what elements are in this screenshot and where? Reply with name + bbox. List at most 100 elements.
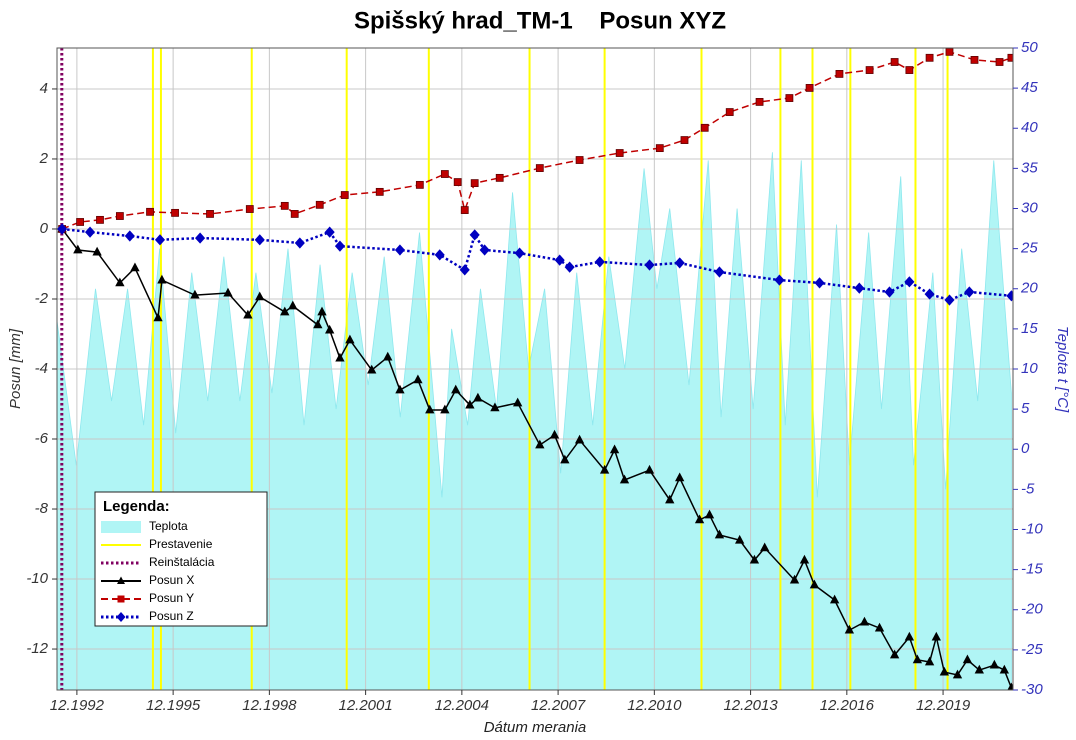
marker [315,200,324,209]
marker [153,312,163,322]
marker [970,56,979,64]
marker [254,234,265,246]
marker [479,244,490,256]
x-tick-label: 12.1995 [146,697,201,714]
legend-label: Posun X [149,573,194,587]
marker [453,178,462,186]
x-axis-label: Dátum merania [484,719,587,736]
marker [415,180,424,189]
legend-marker [117,595,125,603]
y2-tick-label: 35 [1021,159,1038,176]
marker [434,249,445,261]
marker [714,266,725,278]
y2-tick-label: 20 [1020,280,1038,297]
marker [85,226,96,238]
marker [680,136,689,144]
x-tick-label: 12.2010 [627,697,682,714]
marker [925,53,934,62]
marker [473,392,483,402]
marker [952,669,963,679]
y-tick-label: 4 [40,80,48,97]
marker [157,274,167,284]
marker [549,429,560,439]
marker [835,70,844,78]
marker [535,164,544,172]
marker [890,58,899,66]
marker [575,156,584,164]
marker [805,84,814,92]
marker [280,306,290,316]
marker [554,254,565,266]
y-tick-label: -10 [26,570,48,587]
marker [255,291,265,301]
marker [395,384,405,394]
marker [924,656,935,666]
marker [313,319,323,329]
marker [665,494,675,504]
marker [345,334,355,344]
marker [413,374,423,384]
marker [725,108,734,116]
marker [76,218,84,226]
marker [939,666,950,676]
marker [735,534,745,544]
marker [615,149,624,157]
marker [290,210,299,218]
series-line [61,51,1012,230]
marker [799,554,810,564]
y2-tick-label: 45 [1021,79,1038,96]
marker [865,66,874,74]
marker [146,207,154,216]
y-tick-label: -8 [35,500,49,517]
marker [195,232,206,244]
marker [789,574,800,584]
marker [829,594,840,604]
marker [884,286,895,298]
marker [700,123,709,132]
marker [288,300,298,310]
marker [154,234,166,246]
marker [704,509,715,519]
marker [469,229,480,241]
marker [905,66,914,74]
marker [115,212,124,220]
marker [243,309,253,319]
y2-tick-label: -30 [1021,681,1043,698]
legend-marker [116,612,126,622]
marker [962,654,973,664]
marker [644,464,655,474]
marker [809,579,820,589]
marker [513,397,523,407]
marker [760,542,770,552]
marker [609,444,620,454]
marker [999,664,1010,674]
marker [889,649,900,659]
legend-label: Prestavenie [149,537,213,551]
marker [460,206,469,214]
marker [206,210,214,218]
y2-axis-label: Teplota t [°C] [1054,326,1071,413]
marker [171,208,179,217]
marker [574,434,585,444]
legend-title: Legenda: [103,498,170,515]
marker [644,259,655,271]
marker [334,240,345,252]
marker [854,282,865,294]
marker [989,659,1000,669]
series-line [61,228,1013,689]
legend-marker [117,576,125,584]
marker [974,664,984,674]
y2-tick-label: -20 [1021,601,1043,618]
marker [964,286,975,298]
marker [440,404,450,414]
marker [694,514,705,524]
marker [294,237,305,249]
y-tick-label: -6 [35,430,49,447]
marker [383,351,393,361]
marker [904,276,915,288]
x-tick-label: 12.2019 [916,697,971,714]
marker [655,144,664,153]
marker [375,187,384,196]
marker [844,624,855,634]
